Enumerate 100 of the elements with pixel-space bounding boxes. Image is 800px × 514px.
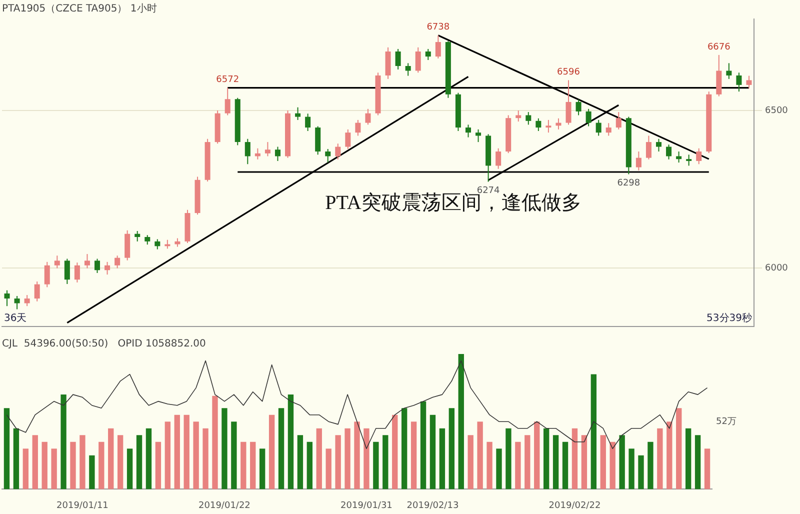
bar xyxy=(231,422,237,490)
candlestick xyxy=(696,148,702,165)
bar xyxy=(193,422,199,490)
annotation: 6596 xyxy=(557,68,580,78)
candlestick xyxy=(14,296,20,310)
bar xyxy=(89,455,95,490)
candlestick xyxy=(435,34,441,59)
candlestick xyxy=(84,254,90,269)
bar xyxy=(410,422,417,490)
annotation: 6676 xyxy=(707,42,731,52)
bar xyxy=(694,435,701,490)
candlestick xyxy=(536,118,542,132)
bar xyxy=(448,408,455,490)
bar xyxy=(212,396,218,490)
bar xyxy=(335,435,341,490)
bar xyxy=(108,428,114,490)
candlestick xyxy=(666,144,672,160)
candlestick xyxy=(74,262,80,283)
annotation: 36天 xyxy=(4,313,27,324)
candlestick xyxy=(264,142,270,157)
bar xyxy=(524,435,530,490)
candlestick xyxy=(736,72,742,92)
bar xyxy=(401,408,408,490)
candlestick xyxy=(395,48,401,70)
candlestick xyxy=(425,48,431,61)
bar xyxy=(98,442,104,490)
candlestick xyxy=(274,146,280,162)
candlestick xyxy=(405,62,411,76)
bar xyxy=(155,442,162,490)
candlestick xyxy=(726,62,732,80)
candlestick xyxy=(616,112,622,130)
candlestick xyxy=(24,294,30,307)
candlestick xyxy=(686,154,692,166)
y-tick-label: 6500 xyxy=(765,106,788,116)
bar xyxy=(648,442,654,490)
candlestick xyxy=(646,135,652,160)
bar xyxy=(42,442,48,490)
text: 52万 xyxy=(716,416,736,427)
bar xyxy=(136,435,142,490)
candlestick xyxy=(606,122,612,136)
bar xyxy=(80,435,86,490)
annotation: 6738 xyxy=(426,22,450,33)
x-tick-label: 2019/01/22 xyxy=(198,500,250,511)
candlestick xyxy=(496,148,502,170)
candlestick xyxy=(244,138,250,165)
bar xyxy=(628,448,634,490)
bar xyxy=(619,435,625,490)
bar xyxy=(392,414,398,490)
bar xyxy=(240,442,246,490)
bar xyxy=(259,448,266,490)
bar xyxy=(297,435,304,490)
candlestick xyxy=(586,108,592,127)
bar xyxy=(344,428,350,490)
annotation: 53分39秒 xyxy=(706,312,752,324)
candlestick xyxy=(335,143,341,160)
bar xyxy=(590,374,597,490)
x-tick-label: 2019/01/31 xyxy=(340,500,392,511)
bar xyxy=(552,435,559,490)
bar xyxy=(288,394,294,490)
bar xyxy=(164,422,171,490)
bar xyxy=(268,414,275,490)
bar xyxy=(70,442,76,490)
bar xyxy=(202,428,208,490)
bar xyxy=(222,408,228,490)
bar xyxy=(477,422,483,490)
bar xyxy=(458,354,464,490)
candlestick xyxy=(746,75,752,89)
candlestick xyxy=(716,54,722,97)
bar xyxy=(496,448,502,490)
bar xyxy=(364,428,370,490)
bar xyxy=(506,428,512,490)
candlestick xyxy=(34,280,40,302)
x-tick-label: 2019/01/11 xyxy=(56,500,108,511)
candlestick xyxy=(516,110,522,122)
candlestick xyxy=(94,258,100,274)
candlestick xyxy=(144,234,150,246)
candlestick xyxy=(315,126,321,156)
candlestick xyxy=(526,112,532,126)
candlestick xyxy=(385,46,391,80)
bar xyxy=(562,442,568,490)
bar xyxy=(666,422,672,490)
bar xyxy=(326,448,332,490)
bar xyxy=(600,435,606,490)
candlestick xyxy=(114,255,120,269)
candlestick xyxy=(465,124,471,138)
bar xyxy=(382,435,388,490)
bar xyxy=(534,422,540,490)
candlestick xyxy=(676,151,682,164)
candlestick xyxy=(325,148,331,164)
bar xyxy=(117,435,124,490)
bar xyxy=(316,428,322,490)
annotation: 6298 xyxy=(617,178,640,189)
candlestick xyxy=(305,113,311,132)
bar xyxy=(439,428,446,490)
bar xyxy=(572,428,578,490)
bar xyxy=(13,428,20,490)
bar xyxy=(60,394,66,490)
bar xyxy=(126,448,133,490)
chart-title: CJL 54396.00(50:50) OPID 1058852.00 xyxy=(2,338,206,350)
bar xyxy=(676,408,682,490)
